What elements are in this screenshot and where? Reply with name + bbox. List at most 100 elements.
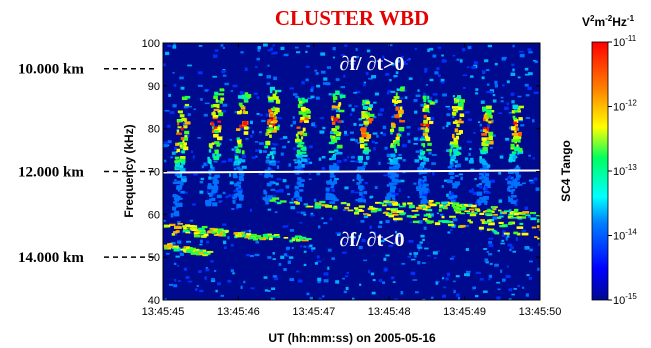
rising-tone-pixel — [214, 91, 219, 96]
rising-tone-pixel — [337, 107, 340, 110]
rising-tone-pixel — [181, 117, 187, 122]
falling-tone-pixel — [354, 207, 359, 210]
noise-pixel — [373, 147, 376, 151]
rising-tone-pixel — [418, 178, 422, 181]
noise-pixel — [315, 72, 319, 75]
noise-pixel — [417, 247, 423, 249]
falling-tone-pixel — [468, 208, 474, 211]
falling-tone-pixel — [375, 201, 382, 204]
rising-tone-pixel — [181, 150, 185, 154]
falling-tone-pixel — [508, 213, 515, 216]
noise-pixel — [289, 278, 295, 281]
rising-tone-pixel — [294, 161, 298, 164]
rising-tone-pixel — [392, 197, 396, 201]
rising-tone-pixel — [172, 206, 177, 211]
falling-tone-pixel — [186, 247, 191, 250]
falling-tone-pixel — [175, 230, 180, 233]
noise-pixel — [514, 203, 518, 207]
noise-pixel — [187, 280, 193, 283]
noise-pixel — [350, 138, 356, 141]
rising-tone-pixel — [300, 116, 306, 120]
noise-pixel — [293, 159, 297, 161]
falling-tone-pixel — [418, 204, 424, 207]
rising-tone-pixel — [393, 179, 399, 182]
noise-pixel — [360, 220, 365, 223]
falling-tone-pixel — [182, 225, 187, 228]
rising-tone-pixel — [333, 197, 337, 201]
noise-pixel — [355, 139, 358, 143]
falling-tone-pixel — [407, 202, 413, 205]
rising-tone-pixel — [297, 177, 302, 181]
falling-tone-pixel — [419, 205, 426, 208]
rising-tone-pixel — [367, 112, 370, 117]
noise-pixel — [506, 102, 509, 106]
noise-pixel — [397, 232, 401, 236]
rising-tone-pixel — [297, 104, 301, 109]
rising-tone-pixel — [263, 191, 268, 195]
falling-tone-pixel — [392, 203, 398, 206]
rising-tone-pixel — [358, 178, 364, 181]
rising-tone-pixel — [426, 117, 431, 121]
rising-tone-pixel — [183, 137, 189, 141]
falling-tone-pixel — [198, 251, 206, 254]
noise-pixel — [311, 249, 314, 253]
rising-tone-pixel — [180, 137, 185, 140]
rising-tone-pixel — [298, 184, 304, 187]
noise-pixel — [363, 83, 366, 87]
rising-tone-pixel — [262, 197, 267, 201]
noise-pixel — [532, 119, 535, 123]
noise-pixel — [308, 172, 312, 175]
falling-tone-pixel — [428, 202, 432, 205]
rising-tone-pixel — [205, 200, 211, 205]
rising-tone-pixel — [368, 119, 372, 124]
noise-pixel — [382, 281, 386, 284]
rising-tone-pixel — [449, 176, 455, 180]
rising-tone-pixel — [214, 141, 220, 145]
noise-pixel — [475, 295, 479, 298]
falling-tone-pixel — [298, 239, 304, 242]
noise-pixel — [427, 111, 431, 114]
rising-tone-pixel — [213, 156, 219, 161]
rising-tone-pixel — [419, 195, 426, 199]
noise-pixel — [428, 213, 434, 217]
falling-tone-pixel — [291, 238, 296, 242]
noise-pixel — [173, 284, 178, 288]
rising-tone-pixel — [483, 195, 489, 200]
noise-pixel — [501, 234, 506, 237]
y-tick-label: 90 — [148, 81, 160, 93]
noise-pixel — [172, 181, 177, 184]
noise-pixel — [167, 124, 171, 128]
rising-tone-pixel — [488, 121, 492, 124]
rising-tone-pixel — [486, 137, 490, 140]
rising-tone-pixel — [361, 133, 367, 138]
rising-tone-pixel — [390, 153, 396, 158]
falling-tone-pixel — [442, 207, 448, 210]
rising-tone-pixel — [395, 92, 398, 96]
noise-pixel — [358, 234, 361, 238]
rising-tone-pixel — [179, 165, 184, 169]
falling-tone-pixel — [295, 202, 300, 205]
falling-tone-pixel — [414, 214, 420, 216]
falling-tone-pixel — [447, 202, 453, 205]
rising-tone-pixel — [267, 173, 271, 177]
rising-tone-pixel — [488, 140, 494, 145]
rising-tone-pixel — [421, 143, 425, 146]
noise-pixel — [231, 208, 235, 210]
noise-pixel — [494, 263, 499, 267]
rising-tone-pixel — [265, 201, 269, 205]
noise-pixel — [254, 141, 259, 143]
rising-tone-pixel — [363, 161, 368, 165]
rising-tone-pixel — [335, 125, 340, 130]
noise-pixel — [385, 72, 390, 76]
rising-tone-pixel — [388, 182, 395, 186]
noise-pixel — [486, 251, 489, 253]
noise-pixel — [343, 158, 348, 162]
noise-pixel — [271, 287, 276, 290]
noise-pixel — [379, 113, 383, 116]
falling-tone-pixel — [189, 227, 194, 230]
noise-pixel — [374, 186, 378, 190]
noise-pixel — [391, 195, 394, 200]
noise-pixel — [429, 78, 434, 82]
rising-tone-pixel — [180, 190, 185, 194]
